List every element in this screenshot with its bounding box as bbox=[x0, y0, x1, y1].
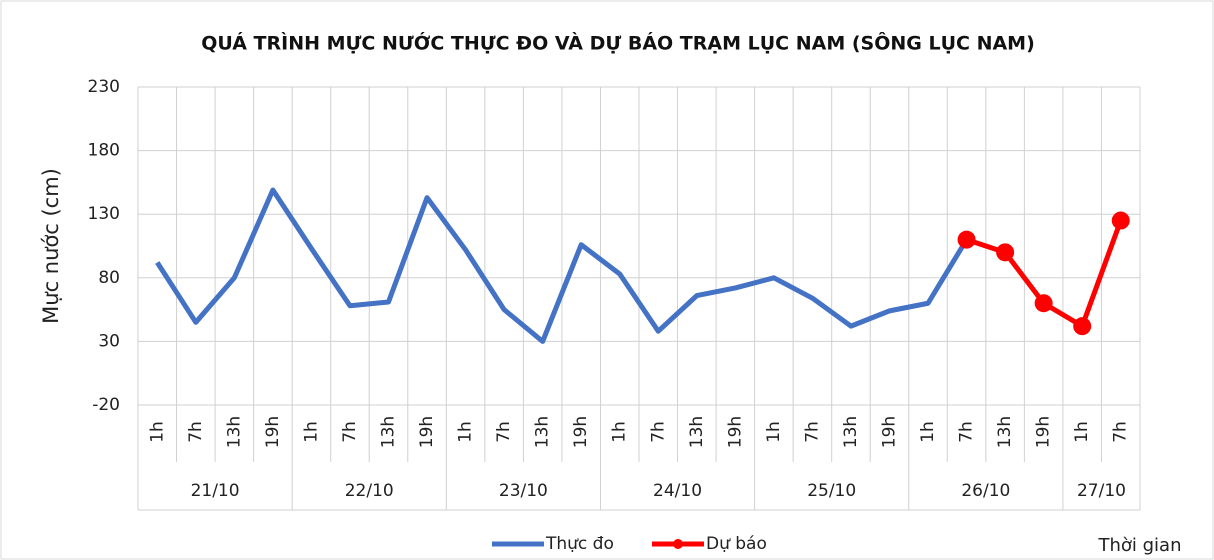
y-axis-label: Mực nước (cm) bbox=[39, 168, 63, 324]
x-tick-label: 19h bbox=[263, 416, 283, 448]
x-tick-label: 1h bbox=[918, 421, 938, 443]
x-tick-label: 13h bbox=[995, 416, 1015, 448]
point-marker bbox=[1111, 211, 1130, 230]
x-tick-label: 1h bbox=[147, 421, 167, 443]
x-tick-label: 19h bbox=[1034, 416, 1054, 448]
x-group-label: 25/10 bbox=[807, 481, 856, 501]
x-group-label: 23/10 bbox=[499, 481, 548, 501]
x-tick-label: 7h bbox=[186, 421, 206, 443]
y-tick-label: -20 bbox=[92, 395, 120, 415]
x-tick-label: 1h bbox=[1072, 421, 1092, 443]
point-marker bbox=[1034, 294, 1053, 313]
x-tick-label: 1h bbox=[764, 421, 784, 443]
x-group-label: 22/10 bbox=[345, 481, 394, 501]
y-tick-label: 30 bbox=[98, 331, 120, 351]
x-tick-label: 13h bbox=[687, 416, 707, 448]
point-marker bbox=[996, 243, 1015, 262]
x-tick-label: 19h bbox=[880, 416, 900, 448]
x-tick-label: 19h bbox=[417, 416, 437, 448]
x-tick-label: 13h bbox=[841, 416, 861, 448]
chart-title: QUÁ TRÌNH MỰC NƯỚC THỰC ĐO VÀ DỰ BÁO TRẠ… bbox=[201, 31, 1035, 55]
x-tick-label: 7h bbox=[1111, 421, 1131, 443]
x-tick-label: 7h bbox=[802, 421, 822, 443]
x-tick-label: 1h bbox=[456, 421, 476, 443]
x-tick-label: 13h bbox=[224, 416, 244, 448]
y-tick-label: 130 bbox=[88, 204, 120, 224]
x-tick-label: 1h bbox=[610, 421, 630, 443]
y-tick-label: 230 bbox=[88, 77, 120, 97]
x-tick-label: 19h bbox=[571, 416, 591, 448]
point-marker bbox=[957, 230, 976, 249]
x-tick-label: 7h bbox=[340, 421, 360, 443]
y-tick-label: 180 bbox=[88, 141, 120, 161]
y-tick-label: 80 bbox=[98, 268, 120, 288]
legend-label: Dự báo bbox=[706, 534, 767, 554]
x-axis-label: Thời gian bbox=[1097, 535, 1181, 556]
point-marker bbox=[1073, 317, 1092, 336]
x-group-label: 21/10 bbox=[191, 481, 240, 501]
x-tick-label: 1h bbox=[301, 421, 321, 443]
x-tick-label: 13h bbox=[533, 416, 553, 448]
legend-label: Thực đo bbox=[545, 534, 614, 554]
x-group-label: 27/10 bbox=[1077, 481, 1126, 501]
x-tick-label: 7h bbox=[648, 421, 668, 443]
legend-marker bbox=[673, 539, 683, 549]
x-group-label: 24/10 bbox=[653, 481, 702, 501]
x-tick-label: 7h bbox=[494, 421, 514, 443]
x-tick-label: 7h bbox=[957, 421, 977, 443]
series-line bbox=[155, 187, 969, 344]
x-tick-label: 13h bbox=[379, 416, 399, 448]
x-group-label: 26/10 bbox=[961, 481, 1010, 501]
x-tick-label: 19h bbox=[725, 416, 745, 448]
